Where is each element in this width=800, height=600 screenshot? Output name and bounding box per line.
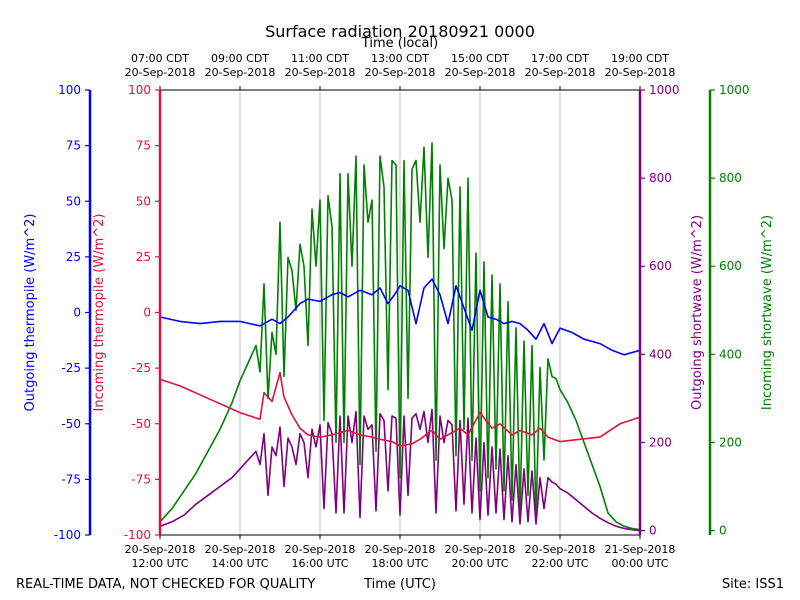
x-tick-label: 20-Sep-2018 [525,543,596,556]
x-tick-label: 20:00 UTC [451,557,508,570]
y-tick-label: 1000 [649,83,680,97]
y-tick-label: 100 [128,83,151,97]
chart-title: Surface radiation 20180921 0000 [265,22,535,41]
top-tick-label: 07:00 CDT [131,52,189,65]
top-tick-label: 11:00 CDT [291,52,349,65]
y-tick-label: 25 [66,250,81,264]
x-tick-label: 18:00 UTC [371,557,428,570]
y-tick-label: -25 [61,361,81,375]
y-tick-label: 25 [136,250,151,264]
top-axis-label: Time (local) [361,36,438,51]
y-tick-label: 600 [719,259,742,273]
y-tick-label: -25 [131,361,151,375]
axis-in_sw: 0 200 400 600 800 1000 Incoming shortwave (W/m… [708,83,775,538]
y-tick-label: 50 [66,194,81,208]
top-tick-label: 20-Sep-2018 [445,66,516,79]
x-tick-label: 21-Sep-2018 [605,543,676,556]
top-tick-label: 20-Sep-2018 [125,66,196,79]
axis-out_thermo: -100 -75 -50 -25 0 25 50 75 100 Outgoing thermopi… [23,83,92,542]
y-tick-label: 1000 [719,83,750,97]
y-tick-label: 75 [136,139,151,153]
top-tick-label: 20-Sep-2018 [525,66,596,79]
y-tick-label: 800 [649,171,672,185]
y-tick-label: -50 [131,417,151,431]
x-axis-label: Time (UTC) [363,577,436,592]
x-tick-label: 20-Sep-2018 [365,543,436,556]
y-tick-label: 100 [58,83,81,97]
y-tick-label: 0 [73,306,81,320]
top-tick-label: 20-Sep-2018 [285,66,356,79]
y-tick-label: 400 [649,347,672,361]
y-tick-label: -50 [61,417,81,431]
y-axes: -100 -75 -50 -25 0 25 50 75 100 Outgoing thermopi… [23,83,775,542]
y-tick-label: 50 [136,194,151,208]
axis-in_thermo: -100 -75 -50 -25 0 25 50 75 100 Incoming thermopi… [92,83,162,542]
y-axis-label: Incoming thermopile (W/m^2) [92,214,107,412]
x-tick-label: 20-Sep-2018 [285,543,356,556]
quality-disclaimer: REAL-TIME DATA, NOT CHECKED FOR QUALITY [16,577,315,592]
y-tick-label: 200 [649,435,672,449]
series-outgoing-thermopile [159,278,641,356]
y-tick-label: -100 [124,528,151,542]
y-axis-label: Outgoing thermopile (W/m^2) [23,214,38,412]
y-tick-label: 600 [649,259,672,273]
top-tick-label: 13:00 CDT [371,52,429,65]
y-tick-label: 200 [719,435,742,449]
top-tick-label: 09:00 CDT [211,52,269,65]
x-tick-label: 20-Sep-2018 [445,543,516,556]
site-label: Site: ISS1 [722,577,784,592]
y-tick-label: 0 [719,524,727,538]
top-tick-label: 17:00 CDT [531,52,589,65]
x-tick-label: 16:00 UTC [291,557,348,570]
top-tick-label: 19:00 CDT [611,52,669,65]
x-tick-label: 12:00 UTC [131,557,188,570]
y-tick-label: -75 [61,472,81,486]
y-tick-label: 0 [649,524,657,538]
y-tick-label: 400 [719,347,742,361]
series-outgoing-shortwave [159,408,641,532]
axis-out_sw: 0 200 400 600 800 1000 Outgoing shortwave (W/m… [638,83,705,538]
top-tick-label: 20-Sep-2018 [605,66,676,79]
y-axis-label: Incoming shortwave (W/m^2) [760,215,775,410]
top-tick-label: 15:00 CDT [451,52,509,65]
x-tick-label: 20-Sep-2018 [205,543,276,556]
x-tick-label: 00:00 UTC [611,557,668,570]
series-incoming-thermopile [159,371,641,447]
y-tick-label: 0 [143,306,151,320]
top-tick-label: 20-Sep-2018 [205,66,276,79]
x-tick-label: 14:00 UTC [211,557,268,570]
x-tick-label: 22:00 UTC [531,557,588,570]
x-tick-label: 20-Sep-2018 [125,543,196,556]
top-tick-label: 20-Sep-2018 [365,66,436,79]
y-tick-label: -75 [131,472,151,486]
series-incoming-shortwave [159,142,641,531]
y-axis-label: Outgoing shortwave (W/m^2) [690,215,705,410]
y-tick-label: 800 [719,171,742,185]
y-tick-label: 75 [66,139,81,153]
y-tick-label: -100 [54,528,81,542]
series-layer [159,142,641,532]
